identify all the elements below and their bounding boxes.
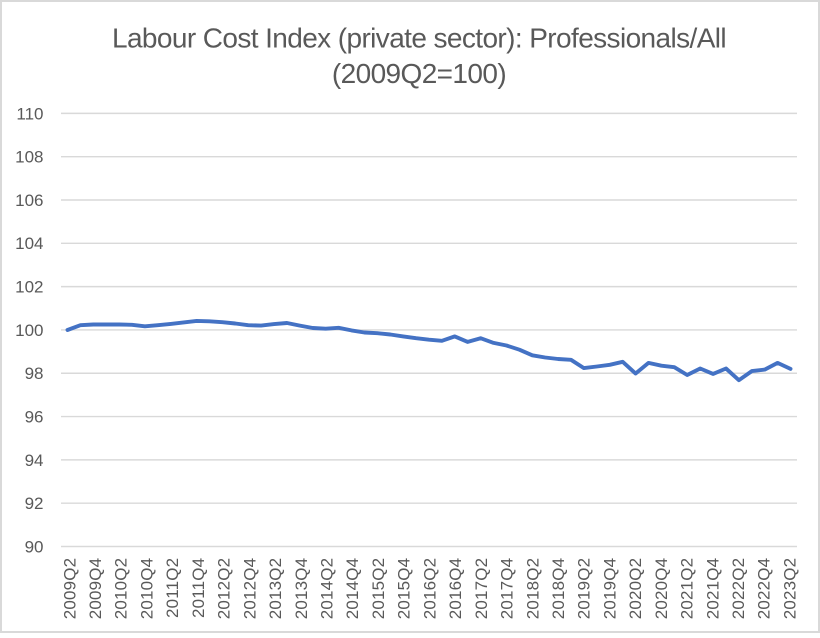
svg-text:2016Q2: 2016Q2	[420, 558, 439, 619]
svg-text:2010Q2: 2010Q2	[112, 558, 131, 619]
svg-text:90: 90	[25, 537, 44, 556]
svg-text:2009Q2: 2009Q2	[60, 558, 79, 619]
svg-text:2013Q4: 2013Q4	[292, 558, 311, 619]
svg-text:102: 102	[15, 278, 43, 297]
svg-text:2015Q2: 2015Q2	[369, 558, 388, 619]
svg-text:2014Q2: 2014Q2	[318, 558, 337, 619]
svg-text:2018Q4: 2018Q4	[549, 558, 568, 619]
svg-text:2015Q4: 2015Q4	[395, 558, 414, 619]
svg-text:2012Q4: 2012Q4	[240, 558, 259, 619]
svg-text:2011Q4: 2011Q4	[189, 558, 208, 618]
svg-text:2023Q2: 2023Q2	[781, 558, 800, 619]
svg-text:2020Q4: 2020Q4	[652, 558, 671, 619]
svg-text:2017Q2: 2017Q2	[472, 558, 491, 619]
svg-text:2013Q2: 2013Q2	[266, 558, 285, 619]
svg-text:108: 108	[15, 148, 43, 167]
svg-text:Labour Cost Index (private sec: Labour Cost Index (private sector): Prof…	[112, 23, 726, 54]
svg-text:2012Q2: 2012Q2	[215, 558, 234, 619]
svg-text:2011Q2: 2011Q2	[163, 558, 182, 618]
svg-text:2016Q4: 2016Q4	[446, 558, 465, 619]
svg-text:100: 100	[15, 321, 43, 340]
svg-text:106: 106	[15, 191, 43, 210]
svg-text:(2009Q2=100): (2009Q2=100)	[332, 58, 506, 89]
svg-text:2014Q4: 2014Q4	[343, 558, 362, 619]
svg-text:2010Q4: 2010Q4	[138, 558, 157, 619]
svg-text:2021Q2: 2021Q2	[678, 558, 697, 619]
svg-text:104: 104	[15, 234, 43, 253]
svg-text:2022Q2: 2022Q2	[729, 558, 748, 619]
svg-text:92: 92	[25, 494, 44, 513]
svg-text:2021Q4: 2021Q4	[703, 558, 722, 619]
svg-text:98: 98	[25, 364, 44, 383]
svg-text:2017Q4: 2017Q4	[498, 558, 517, 619]
svg-text:2009Q4: 2009Q4	[86, 558, 105, 619]
svg-text:96: 96	[25, 407, 44, 426]
svg-text:2018Q2: 2018Q2	[523, 558, 542, 619]
svg-text:2019Q4: 2019Q4	[600, 558, 619, 619]
svg-text:94: 94	[25, 451, 44, 470]
svg-text:2022Q4: 2022Q4	[755, 558, 774, 619]
svg-text:110: 110	[16, 104, 43, 123]
svg-text:2019Q2: 2019Q2	[575, 558, 594, 619]
svg-text:2020Q2: 2020Q2	[626, 558, 645, 619]
